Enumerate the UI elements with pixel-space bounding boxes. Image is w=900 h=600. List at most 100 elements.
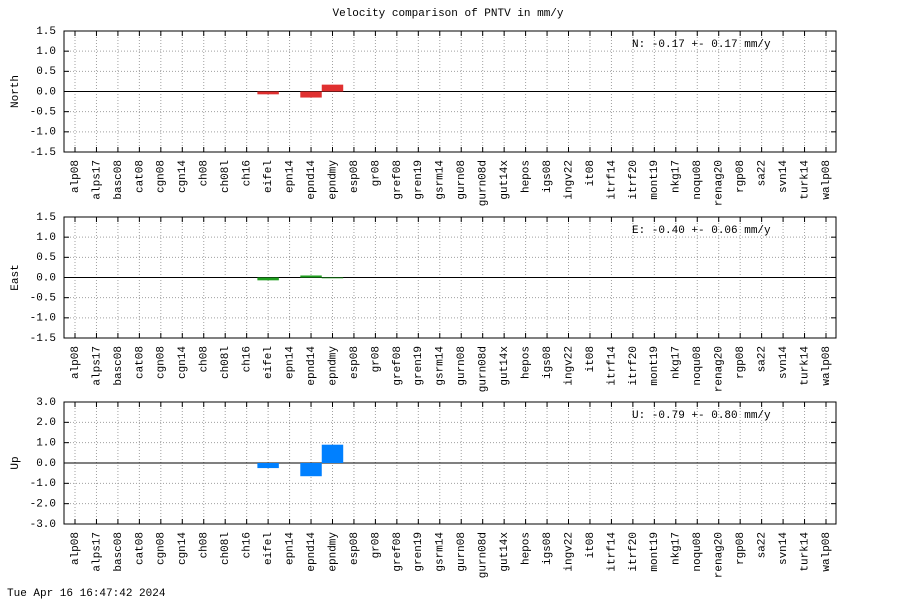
x-tick-label: gsrm14 [435,346,447,386]
x-tick-label: cgn14 [177,532,189,565]
bar [300,275,322,278]
x-tick-label: itrf20 [628,346,640,386]
y-tick-label: 1.5 [36,212,56,224]
x-tick-label: hepos [521,160,533,193]
y-tick-label: -3.0 [30,519,56,531]
x-tick-label: turk14 [799,532,811,572]
y-tick-label: -1.0 [30,313,56,325]
x-tick-label: sa22 [757,160,769,186]
x-tick-label: gurn08d [478,346,490,392]
x-tick-label: ingv22 [563,532,575,572]
x-tick-label: rgp08 [735,160,747,193]
x-tick-label: mont19 [649,532,661,572]
x-tick-label: gut14x [499,160,511,200]
x-tick-label: gref08 [392,346,404,386]
x-tick-label: epn14 [284,346,296,379]
x-tick-label: alp08 [70,532,82,565]
x-tick-label: gurn08d [478,160,490,206]
x-tick-label: noqu08 [692,160,704,200]
x-tick-label: gurn08 [456,532,468,572]
x-tick-label: it08 [585,160,597,186]
x-tick-label: epndmy [327,346,339,386]
x-tick-label: epn14 [284,160,296,193]
plot-frame [63,30,837,153]
x-tick-label: svn14 [778,160,790,193]
x-tick-label: alps17 [91,160,103,200]
x-tick-label: itrf14 [606,346,618,386]
x-tick-label: gren19 [413,532,425,572]
x-tick-label: it08 [585,346,597,372]
x-tick-label: cgn08 [156,532,168,565]
chart-title: Velocity comparison of PNTV in mm/y [332,8,563,20]
x-tick-label: renag20 [714,160,726,206]
bar [257,463,279,469]
x-tick-label: esp08 [349,532,361,565]
y-axis-label: Up [10,456,22,469]
x-tick-label: ingv22 [563,346,575,386]
x-tick-label: nkg17 [671,346,683,379]
y-axis-label: North [10,75,22,108]
x-tick-label: svn14 [778,346,790,379]
x-tick-label: ch08l [220,532,232,565]
annotation: E: -0.40 +- 0.06 mm/y [632,225,771,237]
x-tick-label: epnd14 [306,532,318,572]
bar [257,91,279,95]
x-tick-label: walp08 [821,532,833,572]
bar [300,91,322,98]
x-tick-label: gurn08d [478,532,490,578]
x-tick-label: cat08 [134,346,146,379]
x-tick-label: basc08 [113,532,125,572]
x-tick-label: hepos [521,346,533,379]
y-tick-label: -1.5 [30,147,56,159]
y-tick-label: 0.0 [36,272,56,284]
x-tick-label: sa22 [757,532,769,558]
x-tick-label: itrf14 [606,160,618,200]
x-tick-label: ch08 [199,532,211,558]
annotation: N: -0.17 +- 0.17 mm/y [632,39,771,51]
x-tick-label: epn14 [284,532,296,565]
x-tick-label: alp08 [70,346,82,379]
x-tick-label: gr08 [370,160,382,186]
x-tick-label: alps17 [91,532,103,572]
x-tick-label: gref08 [392,532,404,572]
plot-frame [63,401,837,525]
x-tick-label: walp08 [821,160,833,200]
x-tick-label: gurn08 [456,160,468,200]
x-tick-label: it08 [585,532,597,558]
x-tick-label: noqu08 [692,532,704,572]
x-tick-label: turk14 [799,346,811,386]
x-tick-label: itrf20 [628,160,640,200]
x-tick-label: hepos [521,532,533,565]
x-tick-label: basc08 [113,160,125,200]
x-tick-label: noqu08 [692,346,704,386]
y-tick-label: -1.5 [30,333,56,345]
y-tick-label: 1.0 [36,438,56,450]
x-tick-label: cgn08 [156,346,168,379]
x-tick-label: nkg17 [671,160,683,193]
y-axis-label: East [10,264,22,290]
x-tick-label: esp08 [349,346,361,379]
x-tick-label: ch08l [220,346,232,379]
bar [257,277,279,281]
x-tick-label: walp08 [821,346,833,386]
x-tick-label: nkg17 [671,532,683,565]
bar [321,444,344,463]
x-tick-label: mont19 [649,346,661,386]
y-tick-label: 0.5 [36,66,56,78]
x-tick-label: igs08 [542,346,554,379]
x-tick-label: cgn14 [177,160,189,193]
x-tick-label: gref08 [392,160,404,200]
x-tick-label: svn14 [778,532,790,565]
footer: Tue Apr 16 16:47:42 2024 [7,588,166,600]
x-tick-label: cat08 [134,532,146,565]
x-tick-label: gsrm14 [435,532,447,572]
x-tick-label: ch08 [199,160,211,186]
x-tick-label: eifel [263,160,275,193]
y-tick-label: -1.0 [30,478,56,490]
y-tick-label: -0.5 [30,107,56,119]
x-tick-label: gut14x [499,346,511,386]
y-tick-label: 0.0 [36,458,56,470]
x-tick-label: ch08 [199,346,211,372]
